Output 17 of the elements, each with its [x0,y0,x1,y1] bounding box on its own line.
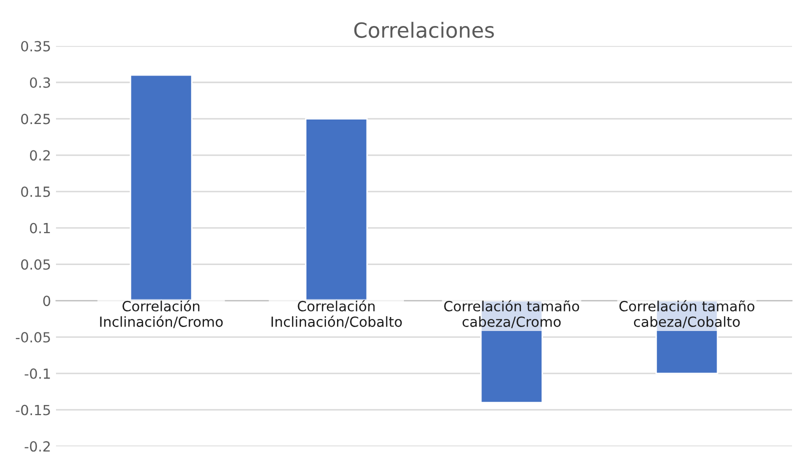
y-tick-label: -0.15 [16,404,50,416]
x-tick-label: Correlación tamaño cabeza/Cobalto [619,300,754,328]
y-tick-label: -0.05 [16,332,50,343]
y-tick-label: 0.25 [21,114,50,124]
y-tick-label: -0.2 [24,441,50,452]
y-tick-label: 0.2 [30,150,50,161]
y-tick-label: -0.1 [24,368,50,379]
x-tick-label: Correlación tamaño cabeza/Cromo [444,300,580,328]
chart-title: Correlaciones [354,22,494,38]
x-tick-label: Correlación Inclinación/Cobalto [272,300,402,328]
y-tick-label: 0.1 [30,222,50,234]
y-tick-label: 0.05 [21,259,50,270]
y-tick-label: 0.15 [21,186,50,197]
y-tick-label: 0 [43,296,50,306]
y-tick-label: 0.35 [21,40,50,52]
x-tick-label: Correlación Inclinación/Cromo [100,300,223,328]
y-tick-label: 0.3 [30,77,50,88]
